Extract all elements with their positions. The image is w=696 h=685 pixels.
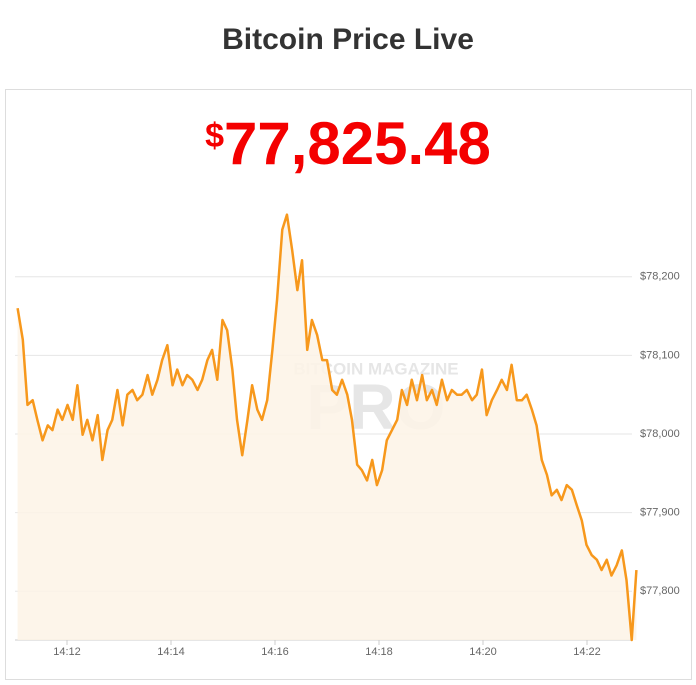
price: $77,825.48 [205,110,491,177]
x-tick-label: 14:16 [261,646,289,658]
price-value: 77,825.48 [224,110,491,177]
y-tick-label: $77,800 [640,585,680,597]
x-tick-label: 14:14 [157,646,185,658]
y-tick-label: $77,900 [640,507,680,519]
x-tick-label: 14:18 [365,646,393,658]
y-tick-label: $78,100 [640,349,680,361]
page-title: Bitcoin Price Live [222,23,474,56]
x-tick-label: 14:12 [53,646,81,658]
plot: BITCOIN MAGAZINEPRO$77,800$77,900$78,000… [15,213,680,658]
x-tick-label: 14:20 [469,646,497,658]
y-tick-label: $78,200 [640,271,680,283]
price-symbol: $ [205,117,224,155]
watermark: BITCOIN MAGAZINE [293,359,458,378]
area [17,214,637,640]
y-tick-label: $78,000 [640,428,680,440]
x-tick-label: 14:22 [573,646,601,658]
price-line [16,213,638,642]
